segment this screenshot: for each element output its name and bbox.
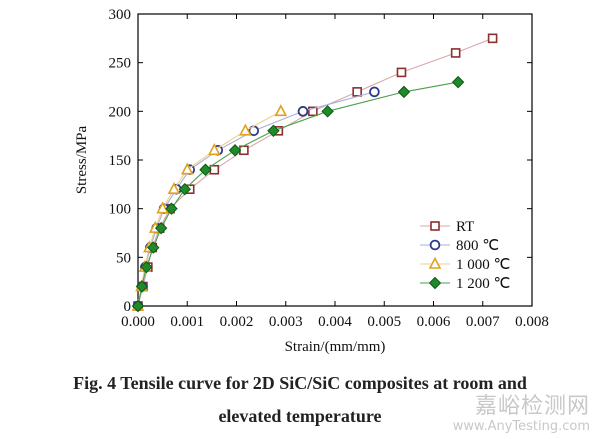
x-tick-label: 0.005 (367, 314, 401, 330)
x-tick-label: 0.007 (466, 314, 500, 330)
data-point (208, 143, 221, 156)
data-point (369, 86, 380, 98)
data-point (396, 67, 407, 78)
figure-caption-line-1: Fig. 4 Tensile curve for 2D SiC/SiC comp… (73, 373, 527, 393)
data-point (167, 181, 181, 194)
x-tick-label: 0.001 (170, 314, 204, 330)
chart-axes: 0.000 0.001 0.002 0.003 0.004 0.005 0.006 0.007… (74, 7, 549, 355)
data-point (267, 124, 280, 138)
y-tick-label: 250 (109, 56, 132, 72)
data-point (274, 104, 288, 117)
data-point (451, 75, 465, 89)
watermark-url-text: www.AnyTesting.com (452, 419, 590, 434)
data-point (180, 162, 194, 175)
legend-label: 1 000 ℃ (456, 257, 510, 273)
series-2 (132, 86, 380, 312)
y-tick-label: 0 (124, 299, 132, 315)
legend-label: 800 ℃ (456, 238, 499, 254)
legend-label: RT (456, 219, 474, 235)
x-tick-label: 0.004 (318, 314, 352, 330)
x-axis-label: Strain/(mm/mm) (285, 339, 386, 355)
legend-label: 1 200 ℃ (456, 276, 510, 292)
data-point (131, 299, 145, 313)
x-tick-label: 0.008 (515, 314, 549, 330)
y-tick-label: 100 (109, 202, 132, 218)
series-line (137, 91, 375, 307)
watermark: 嘉峪检测网 www.AnyTesting.com (452, 394, 590, 434)
chart-series (131, 33, 498, 313)
y-tick-label: 300 (109, 7, 132, 23)
data-point (165, 202, 178, 215)
data-point (156, 201, 169, 214)
data-point (450, 48, 461, 58)
legend-marker (428, 276, 442, 290)
watermark-chinese-text: 嘉峪检测网 (474, 394, 590, 419)
data-point (297, 106, 309, 117)
x-tick-label: 0.006 (417, 314, 451, 330)
x-tick-label: 0.003 (269, 314, 303, 330)
x-tick-label: 0.000 (121, 314, 155, 330)
data-point (199, 163, 212, 176)
legend-marker (428, 256, 442, 269)
x-tick-label: 0.002 (220, 314, 254, 330)
data-point (239, 123, 252, 136)
series-4 (131, 75, 465, 313)
y-tick-label: 150 (109, 153, 132, 169)
data-point (228, 144, 242, 157)
y-tick-label: 200 (109, 104, 132, 120)
data-point (147, 241, 160, 254)
data-point (140, 260, 153, 274)
data-point (154, 221, 168, 235)
data-point (321, 105, 334, 118)
legend-marker (430, 221, 440, 231)
y-axis-label: Stress/MPa (74, 125, 90, 194)
chart-legend: RT 800 ℃ 1 000 ℃ 1 200 ℃ (420, 219, 510, 292)
data-point (487, 33, 498, 44)
y-tick-label: 50 (116, 250, 131, 266)
data-point (397, 85, 411, 99)
figure-caption-line-2: elevated temperature (218, 406, 382, 426)
data-point (178, 182, 191, 196)
data-point (352, 87, 362, 97)
data-point (135, 280, 149, 293)
data-point (308, 106, 318, 117)
legend-marker (429, 239, 441, 251)
